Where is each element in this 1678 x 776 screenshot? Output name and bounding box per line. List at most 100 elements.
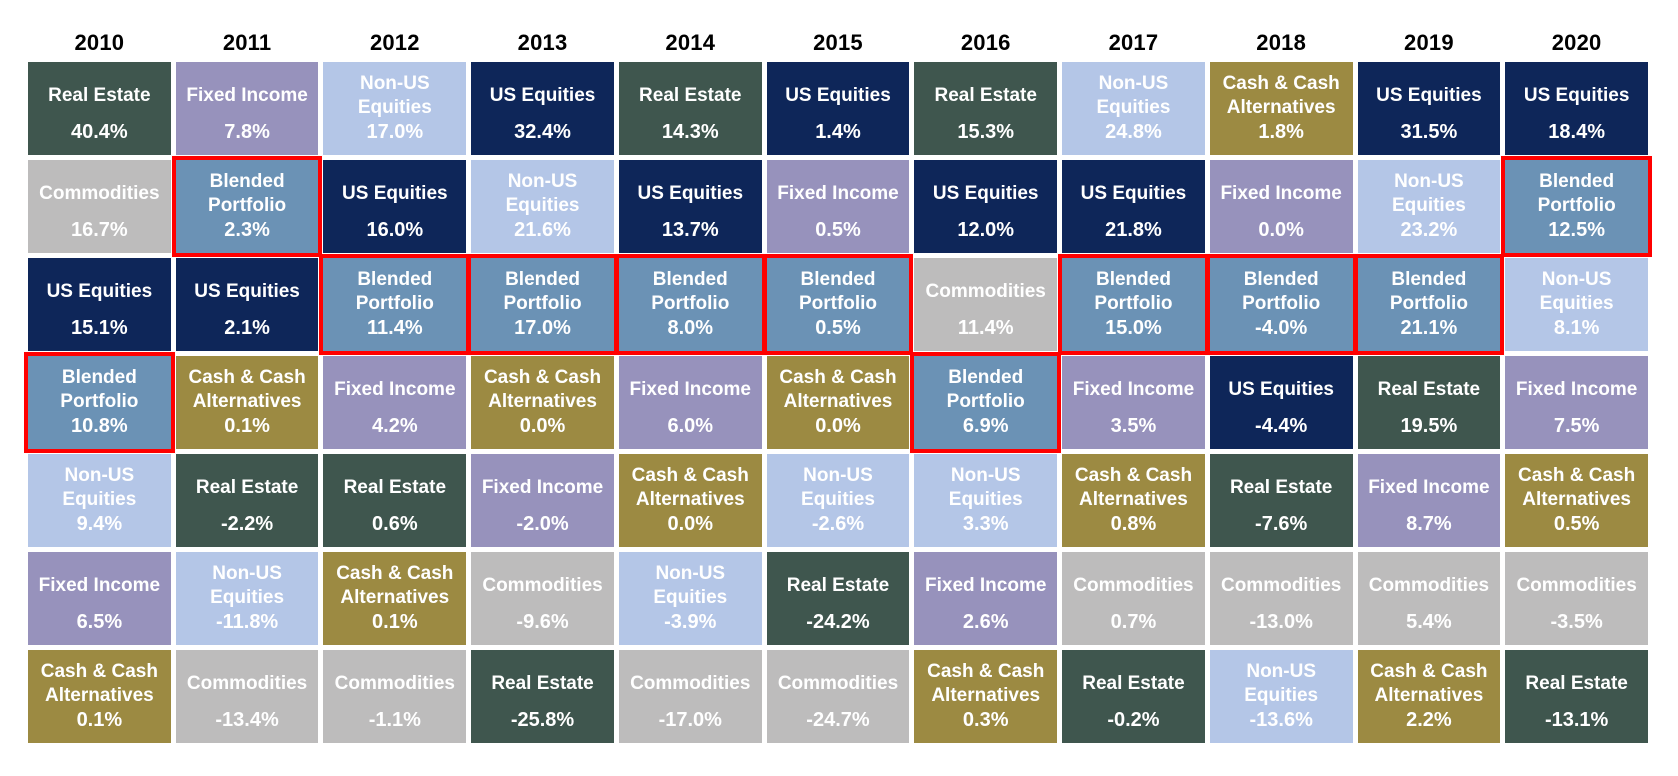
quilt-cell-2020-fixed_income: Fixed Income 7.5% bbox=[1505, 356, 1648, 449]
asset-label: Non-US Equities bbox=[505, 171, 580, 216]
return-value: 21.6% bbox=[514, 219, 571, 241]
asset-returns-quilt: 2010 2011 2012 2013 2014 2015 2016 2017 … bbox=[24, 30, 1652, 743]
return-value: -24.7% bbox=[806, 709, 870, 731]
asset-label: Fixed Income bbox=[629, 378, 751, 400]
quilt-cell-2019-blended: Blended Portfolio 21.1% bbox=[1353, 254, 1504, 355]
return-value: 17.0% bbox=[366, 121, 424, 143]
return-value: -4.4% bbox=[1255, 415, 1308, 437]
asset-label: Blended Portfolio bbox=[946, 367, 1025, 412]
quilt-cell-2017-non_us_equities: Non-US Equities 24.8% bbox=[1062, 62, 1205, 155]
asset-label: Non-US Equities bbox=[653, 563, 728, 608]
asset-label: Real Estate bbox=[195, 476, 299, 498]
return-value: 0.0% bbox=[815, 415, 861, 437]
quilt-cell-2015-real_estate: Real Estate -24.2% bbox=[766, 552, 910, 645]
quilt-cell-2015-fixed_income: Fixed Income 0.5% bbox=[766, 160, 910, 253]
quilt-cell-2010-real_estate: Real Estate 40.4% bbox=[28, 62, 171, 155]
return-value: 21.1% bbox=[1400, 317, 1458, 339]
return-value: -0.2% bbox=[1107, 709, 1160, 731]
return-value: 3.3% bbox=[962, 513, 1009, 535]
year-header: 2019 bbox=[1404, 30, 1454, 55]
return-value: 2.1% bbox=[224, 317, 270, 339]
quilt-cell-2011-blended: Blended Portfolio 2.3% bbox=[171, 156, 323, 257]
asset-label: US Equities bbox=[637, 182, 744, 204]
quilt-cell-2010-us_equities: US Equities 15.1% bbox=[28, 258, 171, 351]
asset-label: Blended Portfolio bbox=[60, 367, 139, 412]
asset-label: Commodities bbox=[1220, 574, 1342, 596]
asset-label: US Equities bbox=[785, 84, 891, 106]
quilt-cell-2010-blended: Blended Portfolio 10.8% bbox=[24, 352, 175, 453]
return-value: 0.0% bbox=[667, 513, 714, 535]
asset-label: US Equities bbox=[46, 280, 153, 302]
quilt-cell-2011-cash: Cash & Cash Alternatives 0.1% bbox=[175, 356, 319, 449]
quilt-cell-2012-us_equities: US Equities 16.0% bbox=[323, 160, 467, 253]
asset-label: Non-US Equities bbox=[1096, 73, 1171, 118]
asset-label: Non-US Equities bbox=[948, 465, 1023, 510]
asset-label: Real Estate bbox=[639, 84, 742, 106]
asset-label: Cash & Cash Alternatives bbox=[927, 661, 1045, 706]
quilt-cell-2015-commodities: Commodities -24.7% bbox=[766, 650, 910, 743]
asset-label: US Equities bbox=[489, 84, 596, 106]
quilt-cell-2010-cash: Cash & Cash Alternatives 0.1% bbox=[28, 650, 171, 743]
asset-label: Blended Portfolio bbox=[1242, 269, 1321, 314]
quilt-cell-2017-blended: Blended Portfolio 15.0% bbox=[1058, 254, 1209, 355]
quilt-cell-2019-cash: Cash & Cash Alternatives 2.2% bbox=[1357, 650, 1501, 743]
return-value: 11.4% bbox=[367, 317, 423, 339]
returns-grid: Real Estate 40.4% Commodities 16.7% US E… bbox=[24, 62, 1652, 743]
return-value: 6.9% bbox=[962, 415, 1009, 437]
asset-label: Commodities bbox=[482, 574, 603, 596]
return-value: 2.3% bbox=[224, 219, 270, 241]
asset-label: Commodities bbox=[925, 280, 1046, 302]
asset-label: Fixed Income bbox=[777, 182, 899, 204]
quilt-cell-2013-blended: Blended Portfolio 17.0% bbox=[467, 254, 618, 355]
year-header: 2010 bbox=[74, 30, 125, 55]
asset-label: US Equities bbox=[1376, 84, 1482, 106]
asset-label: Cash & Cash Alternatives bbox=[1222, 73, 1340, 118]
asset-label: Blended Portfolio bbox=[798, 269, 878, 314]
return-value: 1.8% bbox=[1258, 121, 1304, 143]
asset-label: Cash & Cash Alternatives bbox=[1370, 661, 1488, 706]
asset-label: Cash & Cash Alternatives bbox=[483, 367, 602, 412]
quilt-cell-2014-us_equities: US Equities 13.7% bbox=[618, 160, 762, 253]
quilt-cell-2020-us_equities: US Equities 18.4% bbox=[1505, 62, 1648, 155]
return-value: 8.0% bbox=[667, 317, 714, 339]
return-value: 19.5% bbox=[1400, 415, 1458, 437]
year-header: 2015 bbox=[813, 30, 863, 55]
asset-label: Blended Portfolio bbox=[503, 269, 582, 314]
return-value: 0.1% bbox=[372, 611, 418, 633]
quilt-cell-2018-commodities: Commodities -13.0% bbox=[1209, 552, 1353, 645]
asset-label: US Equities bbox=[342, 182, 448, 204]
return-value: 12.5% bbox=[1548, 219, 1605, 241]
asset-label: Cash & Cash Alternatives bbox=[1518, 465, 1636, 510]
quilt-cell-2019-non_us_equities: Non-US Equities 23.2% bbox=[1357, 160, 1501, 253]
return-value: 17.0% bbox=[514, 317, 571, 339]
quilt-cell-2012-blended: Blended Portfolio 11.4% bbox=[319, 254, 470, 355]
return-value: 0.5% bbox=[815, 219, 861, 241]
quilt-cell-2019-commodities: Commodities 5.4% bbox=[1357, 552, 1501, 645]
asset-label: Fixed Income bbox=[186, 84, 308, 106]
quilt-cell-2015-non_us_equities: Non-US Equities -2.6% bbox=[766, 454, 910, 547]
return-value: 6.5% bbox=[76, 611, 123, 633]
return-value: -1.1% bbox=[368, 709, 421, 731]
asset-label: Real Estate bbox=[1525, 672, 1628, 694]
year-header: 2014 bbox=[665, 30, 716, 55]
return-value: 11.4% bbox=[957, 317, 1014, 339]
return-value: 15.0% bbox=[1105, 317, 1162, 339]
return-value: 23.2% bbox=[1400, 219, 1458, 241]
return-value: 0.5% bbox=[815, 317, 861, 339]
asset-label: Commodities bbox=[39, 182, 160, 204]
quilt-cell-2017-commodities: Commodities 0.7% bbox=[1062, 552, 1205, 645]
asset-label: Commodities bbox=[334, 672, 455, 694]
asset-label: Real Estate bbox=[48, 84, 151, 106]
asset-label: Fixed Income bbox=[1368, 476, 1490, 498]
asset-label: Non-US Equities bbox=[357, 73, 432, 118]
quilt-cell-2016-non_us_equities: Non-US Equities 3.3% bbox=[914, 454, 1058, 547]
quilt-cell-2013-commodities: Commodities -9.6% bbox=[471, 552, 614, 645]
year-header: 2017 bbox=[1108, 30, 1159, 55]
asset-label: Real Estate bbox=[786, 574, 890, 596]
quilt-cell-2018-blended: Blended Portfolio -4.0% bbox=[1205, 254, 1357, 355]
return-value: 24.8% bbox=[1105, 121, 1162, 143]
quilt-cell-2016-commodities: Commodities 11.4% bbox=[914, 258, 1058, 351]
return-value: 32.4% bbox=[514, 121, 571, 143]
quilt-cell-2016-real_estate: Real Estate 15.3% bbox=[914, 62, 1058, 155]
quilt-cell-2015-blended: Blended Portfolio 0.5% bbox=[762, 254, 914, 355]
